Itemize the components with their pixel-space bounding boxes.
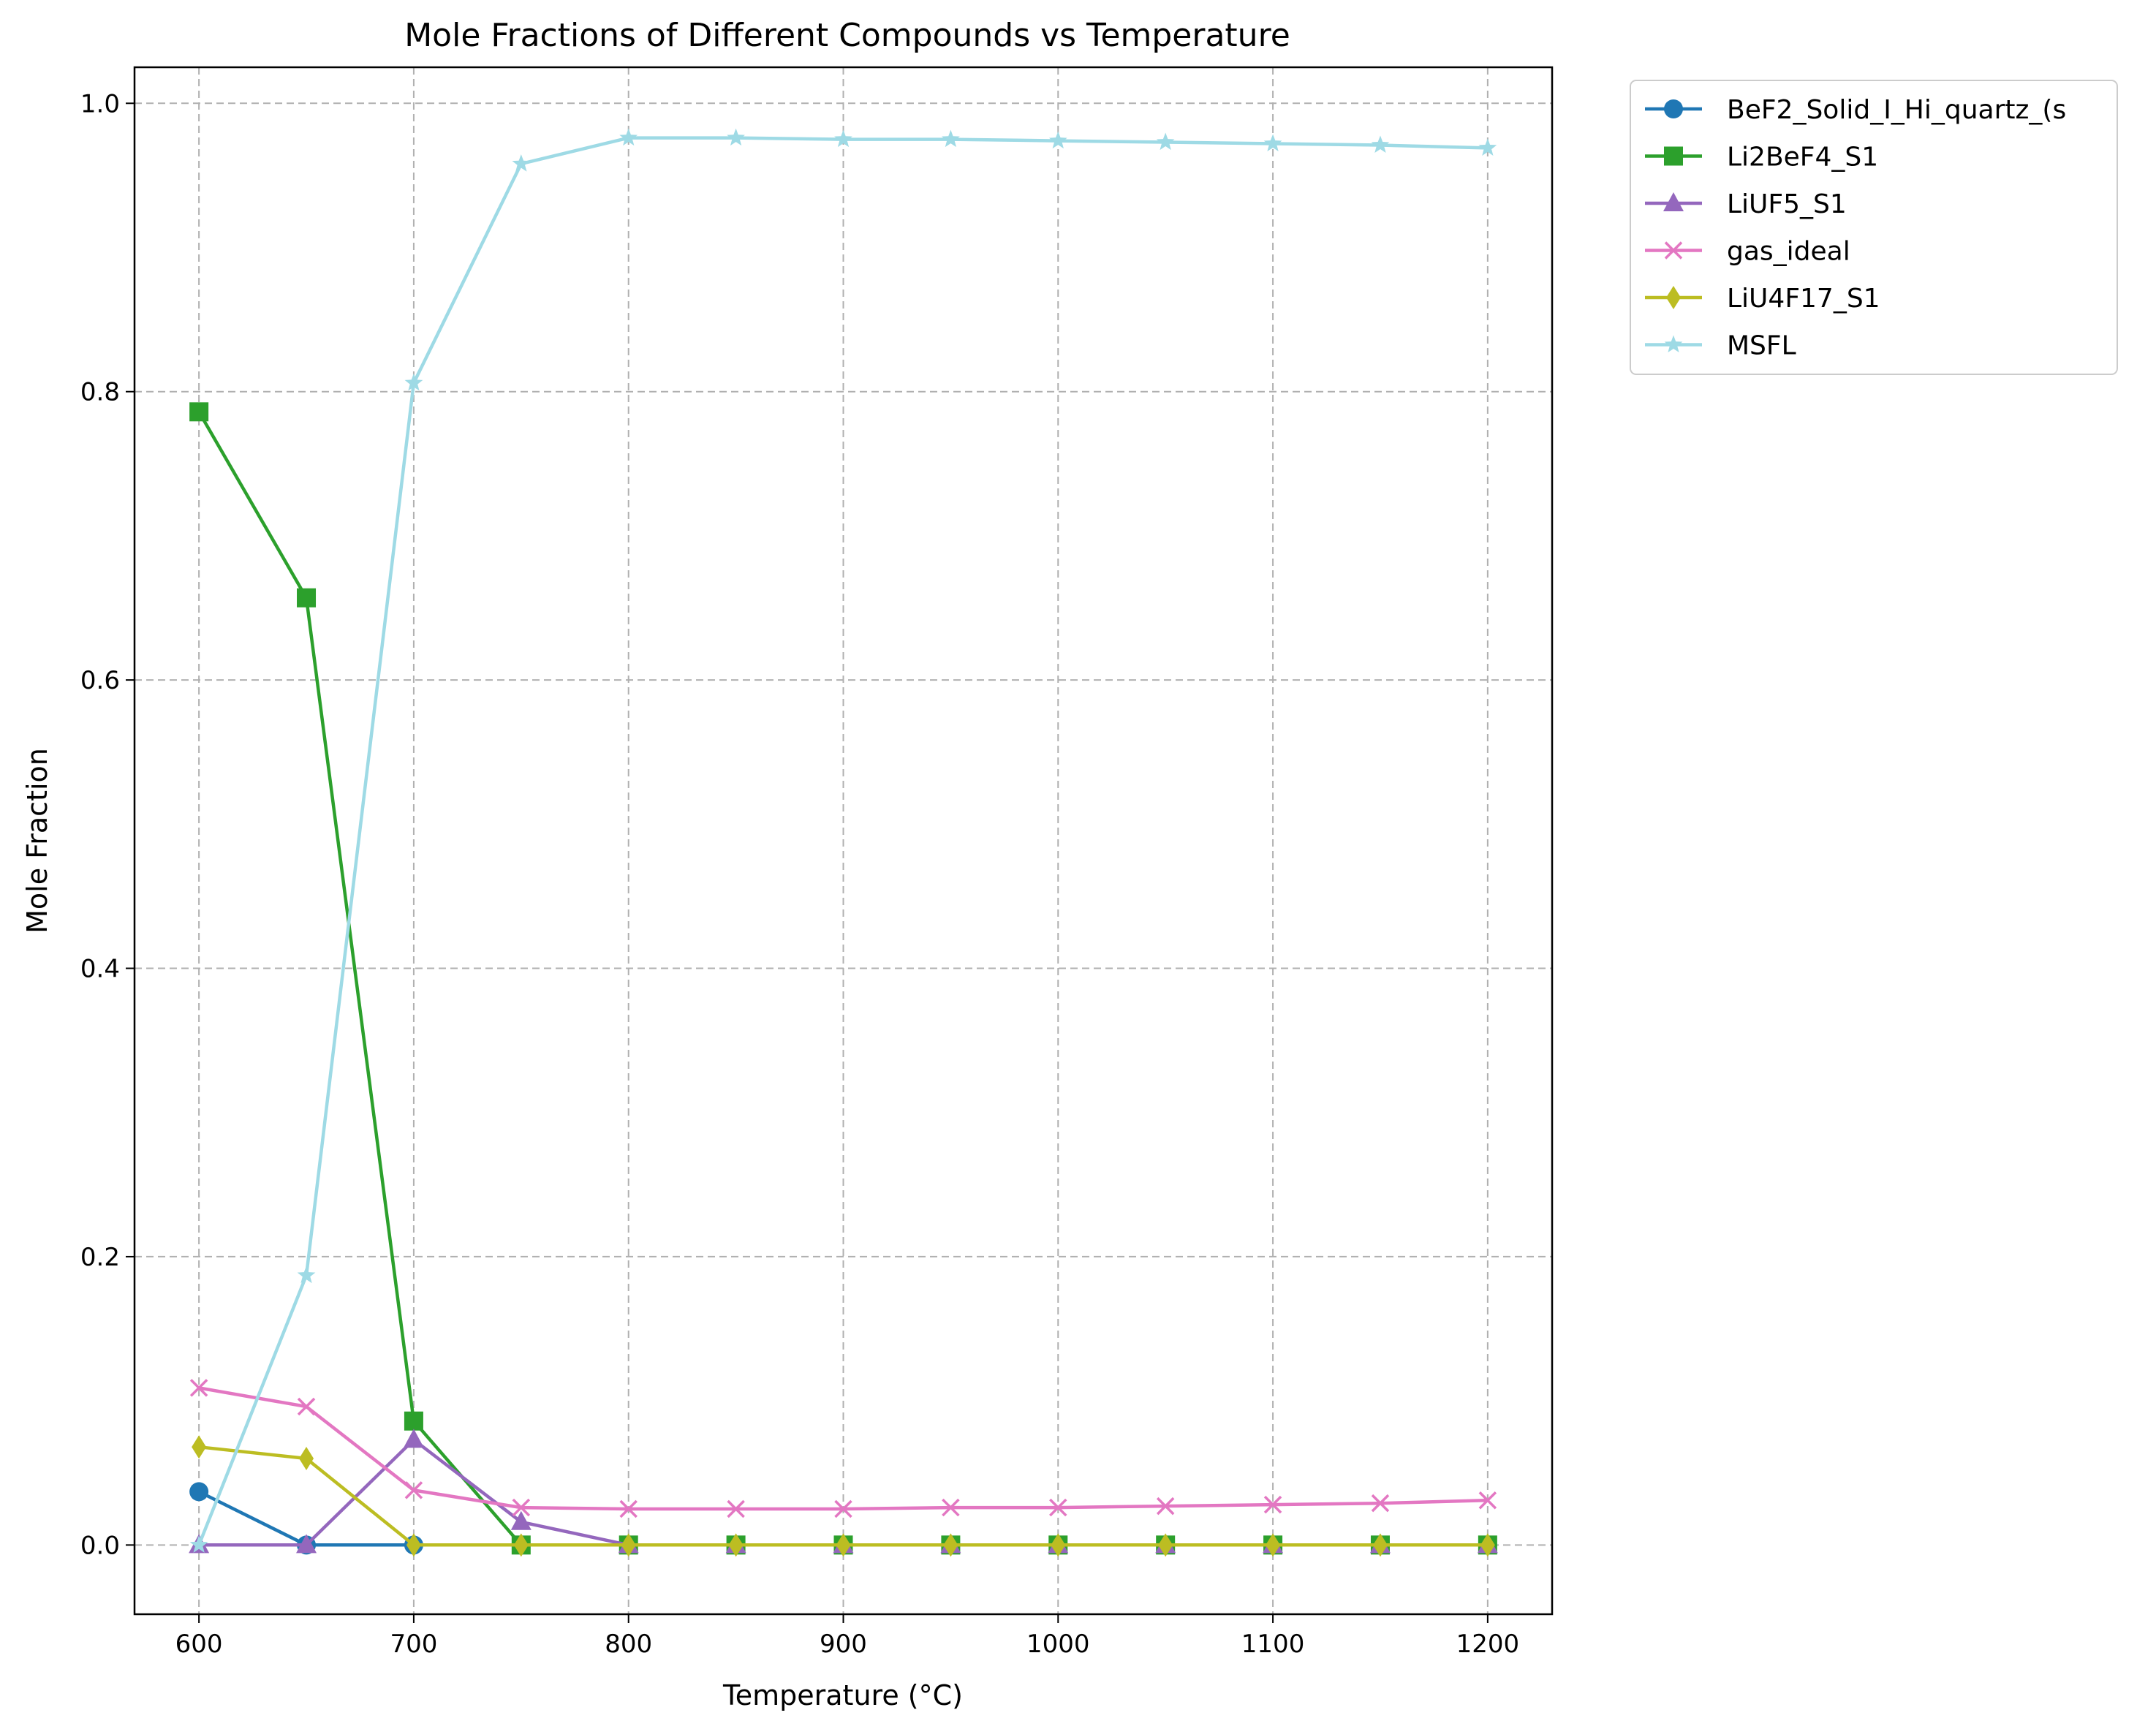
data-point bbox=[836, 1533, 851, 1557]
legend-entry: gas_ideal bbox=[1645, 237, 1850, 267]
data-point bbox=[297, 588, 317, 608]
y-tick-label: 0.4 bbox=[80, 955, 120, 984]
data-point bbox=[1664, 241, 1683, 260]
x-tick-label: 700 bbox=[390, 1630, 437, 1659]
data-point bbox=[619, 128, 638, 146]
data-point bbox=[1371, 1494, 1390, 1513]
data-point bbox=[1156, 132, 1175, 151]
legend-entry: MSFL bbox=[1645, 331, 1796, 361]
data-point bbox=[404, 1411, 423, 1431]
data-point bbox=[1478, 1491, 1497, 1510]
data-point bbox=[297, 1397, 316, 1416]
data-point bbox=[1372, 1533, 1388, 1557]
data-point bbox=[296, 1534, 317, 1554]
data-point bbox=[942, 1498, 960, 1517]
data-point bbox=[189, 1379, 208, 1397]
x-tick-label: 1000 bbox=[1026, 1630, 1090, 1659]
legend-label: MSFL bbox=[1727, 331, 1796, 361]
data-point bbox=[942, 129, 960, 148]
x-tick-label: 900 bbox=[820, 1630, 867, 1659]
data-point bbox=[510, 1510, 532, 1530]
data-point bbox=[1158, 1533, 1173, 1557]
y-tick-label: 0.2 bbox=[80, 1243, 120, 1272]
data-point bbox=[297, 1265, 316, 1284]
data-point bbox=[1048, 131, 1067, 149]
y-tick-label: 0.8 bbox=[80, 378, 120, 407]
data-point bbox=[1480, 1533, 1495, 1557]
data-point bbox=[1051, 1533, 1066, 1557]
data-point bbox=[1266, 1533, 1281, 1557]
series-layer bbox=[189, 128, 1498, 1557]
chart-title: Mole Fractions of Different Compounds vs… bbox=[404, 17, 1290, 54]
data-point bbox=[1664, 99, 1683, 118]
legend-label: LiU4F17_S1 bbox=[1727, 284, 1880, 314]
y-tick-label: 0.0 bbox=[80, 1531, 120, 1560]
legend-entry: LiU4F17_S1 bbox=[1645, 284, 1880, 314]
legend-label: gas_ideal bbox=[1727, 237, 1850, 267]
data-point bbox=[728, 1533, 744, 1557]
legend-box bbox=[1630, 80, 2118, 375]
data-point bbox=[1664, 146, 1683, 166]
legend-entry: Li2BeF4_S1 bbox=[1645, 143, 1878, 173]
data-point bbox=[513, 1533, 529, 1557]
y-tick-label: 0.6 bbox=[80, 666, 120, 695]
data-point bbox=[512, 1498, 531, 1517]
series-MSFL bbox=[189, 128, 1497, 1553]
data-point bbox=[1263, 1495, 1282, 1514]
legend-label: Li2BeF4_S1 bbox=[1727, 143, 1878, 173]
data-point bbox=[1664, 335, 1683, 352]
data-point bbox=[406, 1533, 421, 1557]
x-axis: 600 700 800 900 1000 1100 1200 bbox=[175, 1614, 1519, 1659]
data-point bbox=[621, 1533, 636, 1557]
legend-label: LiUF5_S1 bbox=[1727, 189, 1847, 219]
data-point bbox=[192, 1435, 207, 1459]
legend-entry: LiUF5_S1 bbox=[1645, 189, 1847, 219]
y-tick-label: 1.0 bbox=[80, 89, 120, 118]
x-tick-label: 1100 bbox=[1241, 1630, 1305, 1659]
data-point bbox=[1663, 192, 1684, 211]
data-point bbox=[1263, 134, 1282, 151]
x-tick-label: 800 bbox=[605, 1630, 652, 1659]
series-gas_ideal bbox=[189, 1379, 1497, 1518]
data-point bbox=[727, 128, 745, 146]
data-point bbox=[1666, 286, 1681, 309]
data-point bbox=[189, 1482, 209, 1502]
data-point bbox=[943, 1533, 958, 1557]
data-point bbox=[403, 1429, 424, 1448]
legend: BeF2_Solid_I_Hi_quartz_(s Li2BeF4_S1 LiUF5… bbox=[1630, 80, 2118, 375]
data-point bbox=[1156, 1497, 1175, 1516]
legend-label: BeF2_Solid_I_Hi_quartz_(s bbox=[1727, 95, 2066, 125]
data-point bbox=[727, 1499, 745, 1518]
data-point bbox=[834, 1499, 852, 1518]
data-point bbox=[189, 1535, 208, 1553]
data-point bbox=[1478, 138, 1497, 156]
y-axis-label: Mole Fraction bbox=[21, 748, 53, 934]
data-point bbox=[299, 1447, 314, 1471]
data-point bbox=[404, 1481, 423, 1499]
series-LiU4F17_S1 bbox=[192, 1435, 1495, 1557]
data-point bbox=[1049, 1498, 1067, 1517]
x-axis-label: Temperature (°C) bbox=[722, 1679, 963, 1711]
data-point bbox=[189, 402, 209, 422]
y-axis: 0.0 0.2 0.4 0.6 0.8 1.0 bbox=[80, 89, 135, 1560]
data-point bbox=[619, 1499, 638, 1518]
x-tick-label: 600 bbox=[175, 1630, 223, 1659]
legend-entry: BeF2_Solid_I_Hi_quartz_(s bbox=[1645, 95, 2066, 125]
x-tick-label: 1200 bbox=[1456, 1630, 1520, 1659]
data-point bbox=[834, 129, 852, 148]
data-point bbox=[404, 373, 423, 391]
data-point bbox=[1371, 135, 1390, 153]
data-point bbox=[512, 154, 531, 172]
